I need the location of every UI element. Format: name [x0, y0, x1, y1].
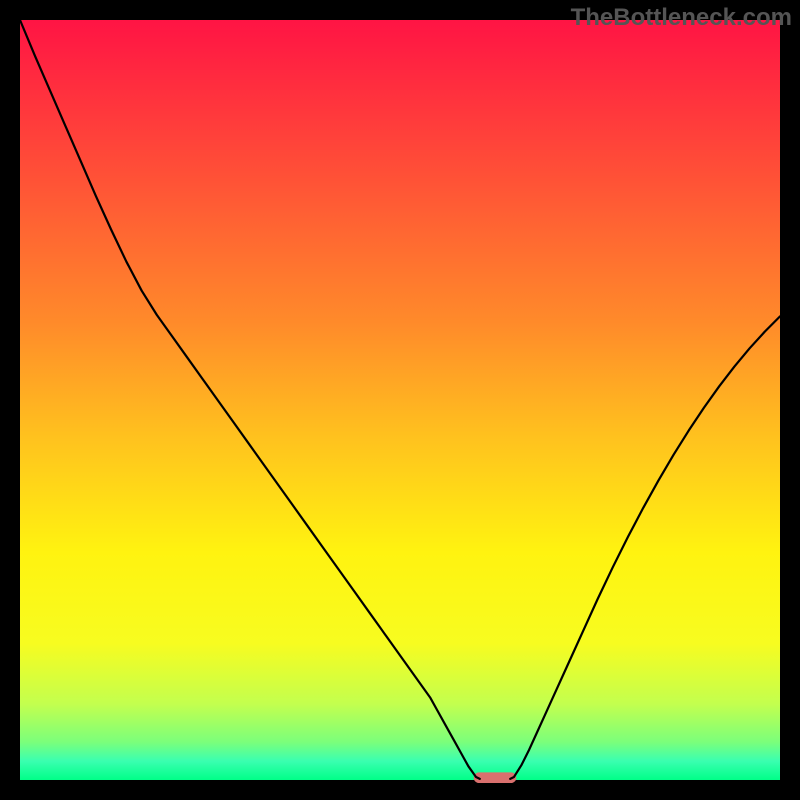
chart-svg	[0, 0, 800, 800]
valley-marker	[474, 772, 517, 783]
watermark-text: TheBottleneck.com	[571, 4, 792, 32]
chart-container: TheBottleneck.com	[0, 0, 800, 800]
plot-background-gradient	[20, 20, 780, 780]
